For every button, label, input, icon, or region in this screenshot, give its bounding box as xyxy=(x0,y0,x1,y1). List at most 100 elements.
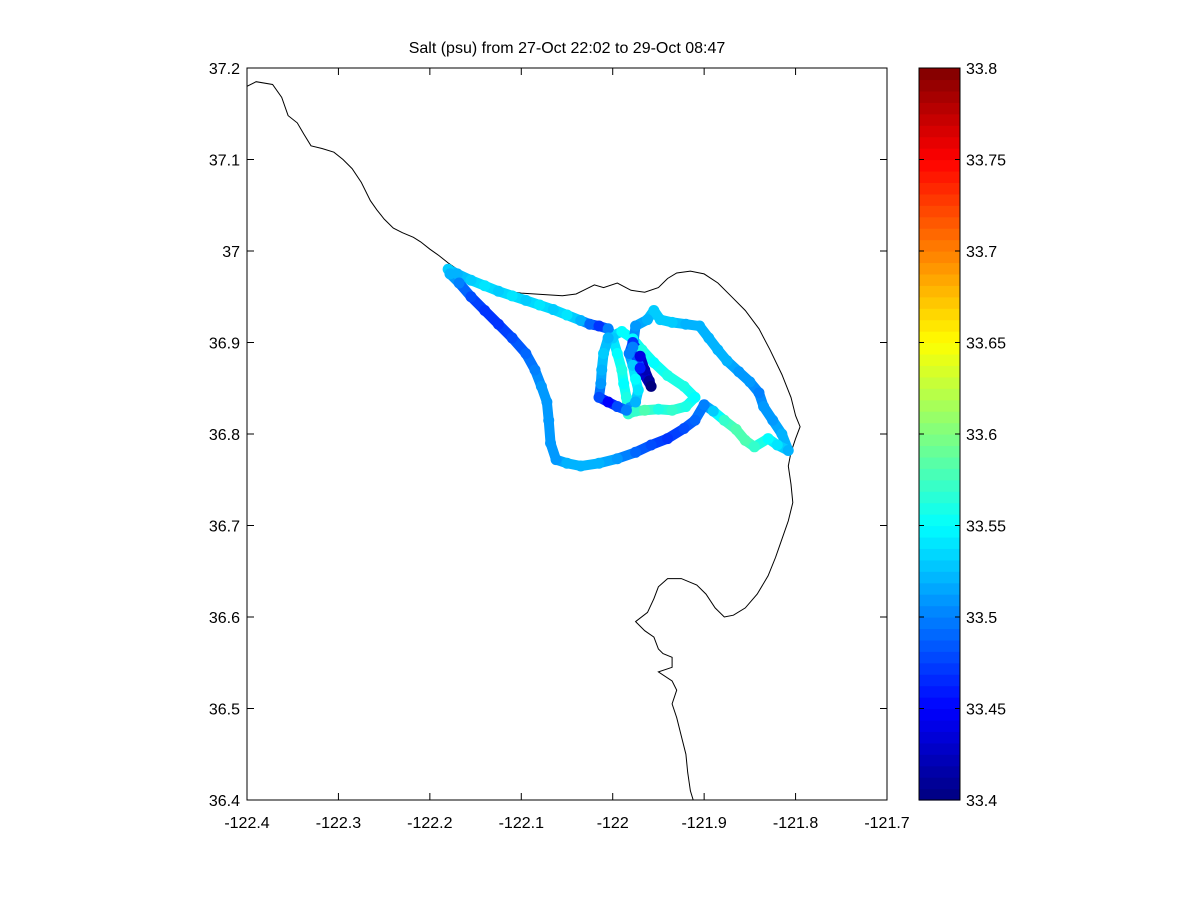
colorbar-band xyxy=(919,651,960,664)
track-point xyxy=(641,314,653,326)
track-point xyxy=(541,396,553,408)
colorbar-band xyxy=(919,296,960,309)
track-point xyxy=(666,404,678,416)
track-point xyxy=(620,404,632,416)
colorbar-tick-label: 33.75 xyxy=(966,153,1006,170)
track-point xyxy=(630,446,642,458)
colorbar-band xyxy=(919,525,960,538)
track-point xyxy=(595,378,607,390)
track-point xyxy=(593,391,605,403)
y-axis: 36.4 36.5 36.6 36.7 36.8 36.9 37 37.1 37.2 xyxy=(209,61,887,810)
track-point xyxy=(689,391,701,403)
track-point xyxy=(662,433,674,445)
x-tick-label: -122 xyxy=(597,815,629,832)
y-tick-label: 36.8 xyxy=(209,427,240,444)
colorbar-band xyxy=(919,548,960,561)
x-tick-label: -122.3 xyxy=(316,815,361,832)
track-point xyxy=(689,414,701,426)
track-point xyxy=(627,341,639,353)
track-point xyxy=(744,376,756,388)
track-point xyxy=(654,314,666,326)
track-point xyxy=(611,401,623,413)
track-point xyxy=(506,332,518,344)
colorbar-band xyxy=(919,273,960,286)
track-point xyxy=(630,373,642,385)
track-point xyxy=(662,369,674,381)
track-point xyxy=(616,364,628,376)
track-point xyxy=(666,316,678,328)
plot-area xyxy=(247,68,887,800)
track-point xyxy=(492,318,504,330)
colorbar-band xyxy=(919,342,960,355)
track-point xyxy=(561,457,573,469)
colorbar-band xyxy=(919,719,960,732)
track-point xyxy=(630,396,642,408)
track-point xyxy=(593,457,605,469)
colorbar-band xyxy=(919,388,960,401)
track-point xyxy=(645,439,657,451)
colorbar-band xyxy=(919,754,960,767)
track-point xyxy=(545,437,557,449)
x-tick-label: -122.4 xyxy=(224,815,269,832)
colorbar-band xyxy=(919,148,960,161)
track-point xyxy=(520,347,532,359)
colorbar-band xyxy=(919,159,960,172)
x-tick-label: -121.8 xyxy=(773,815,818,832)
y-tick-label: 36.5 xyxy=(209,702,240,719)
track-point xyxy=(529,364,541,376)
track-point xyxy=(630,320,642,332)
x-axis: -122.4 -122.3 -122.2 -122.1 -122 -121.9 -121.8… xyxy=(224,68,910,832)
track-point xyxy=(561,309,573,321)
track-point xyxy=(712,344,724,356)
track-point xyxy=(598,347,610,359)
colorbar-band xyxy=(919,136,960,149)
colorbar-band xyxy=(919,90,960,103)
colorbar-band xyxy=(919,491,960,504)
coastline xyxy=(247,81,801,800)
colorbar-band xyxy=(919,502,960,515)
track-point xyxy=(648,304,660,316)
track-point xyxy=(698,399,710,411)
colorbar-band xyxy=(919,113,960,126)
track-point xyxy=(630,405,642,417)
colorbar-band xyxy=(919,102,960,115)
track-point xyxy=(602,332,614,344)
track-point xyxy=(767,414,779,426)
colorbar-band xyxy=(919,365,960,378)
colorbar-tick-label: 33.45 xyxy=(966,702,1006,719)
track-point xyxy=(520,294,532,306)
x-tick-label: -121.7 xyxy=(864,815,909,832)
x-tick-label: -122.1 xyxy=(499,815,544,832)
chart-title: Salt (psu) from 27-Oct 22:02 to 29-Oct 0… xyxy=(409,40,726,57)
colorbar-band xyxy=(919,559,960,572)
track-point xyxy=(632,384,644,396)
colorbar xyxy=(919,68,960,801)
colorbar-band xyxy=(919,376,960,389)
colorbar-band xyxy=(919,765,960,778)
track-point xyxy=(611,347,623,359)
track-point xyxy=(575,315,587,327)
colorbar-tick-label: 33.8 xyxy=(966,61,997,78)
colorbar-band xyxy=(919,697,960,710)
track-point xyxy=(634,362,646,374)
y-tick-label: 37.2 xyxy=(209,61,240,78)
colorbar-tick-label: 33.5 xyxy=(966,610,997,627)
track-point xyxy=(543,414,555,426)
track-point xyxy=(534,299,546,311)
track-point xyxy=(707,405,719,417)
track-point xyxy=(634,350,646,362)
colorbar-band xyxy=(919,170,960,183)
colorbar-axis: 33.4 33.45 33.5 33.55 33.6 33.65 33.7 33.75 33.8 xyxy=(919,61,1006,810)
colorbar-tick-label: 33.6 xyxy=(966,427,997,444)
colorbar-band xyxy=(919,605,960,618)
track-point xyxy=(584,318,596,330)
track-point xyxy=(616,326,628,338)
track-point xyxy=(680,401,692,413)
colorbar-band xyxy=(919,251,960,264)
colorbar-band xyxy=(919,468,960,481)
colorbar-tick-label: 33.7 xyxy=(966,244,997,261)
track-point xyxy=(596,364,608,376)
colorbar-band xyxy=(919,68,960,81)
colorbar-tick-label: 33.55 xyxy=(966,519,1006,536)
colorbar-band xyxy=(919,594,960,607)
